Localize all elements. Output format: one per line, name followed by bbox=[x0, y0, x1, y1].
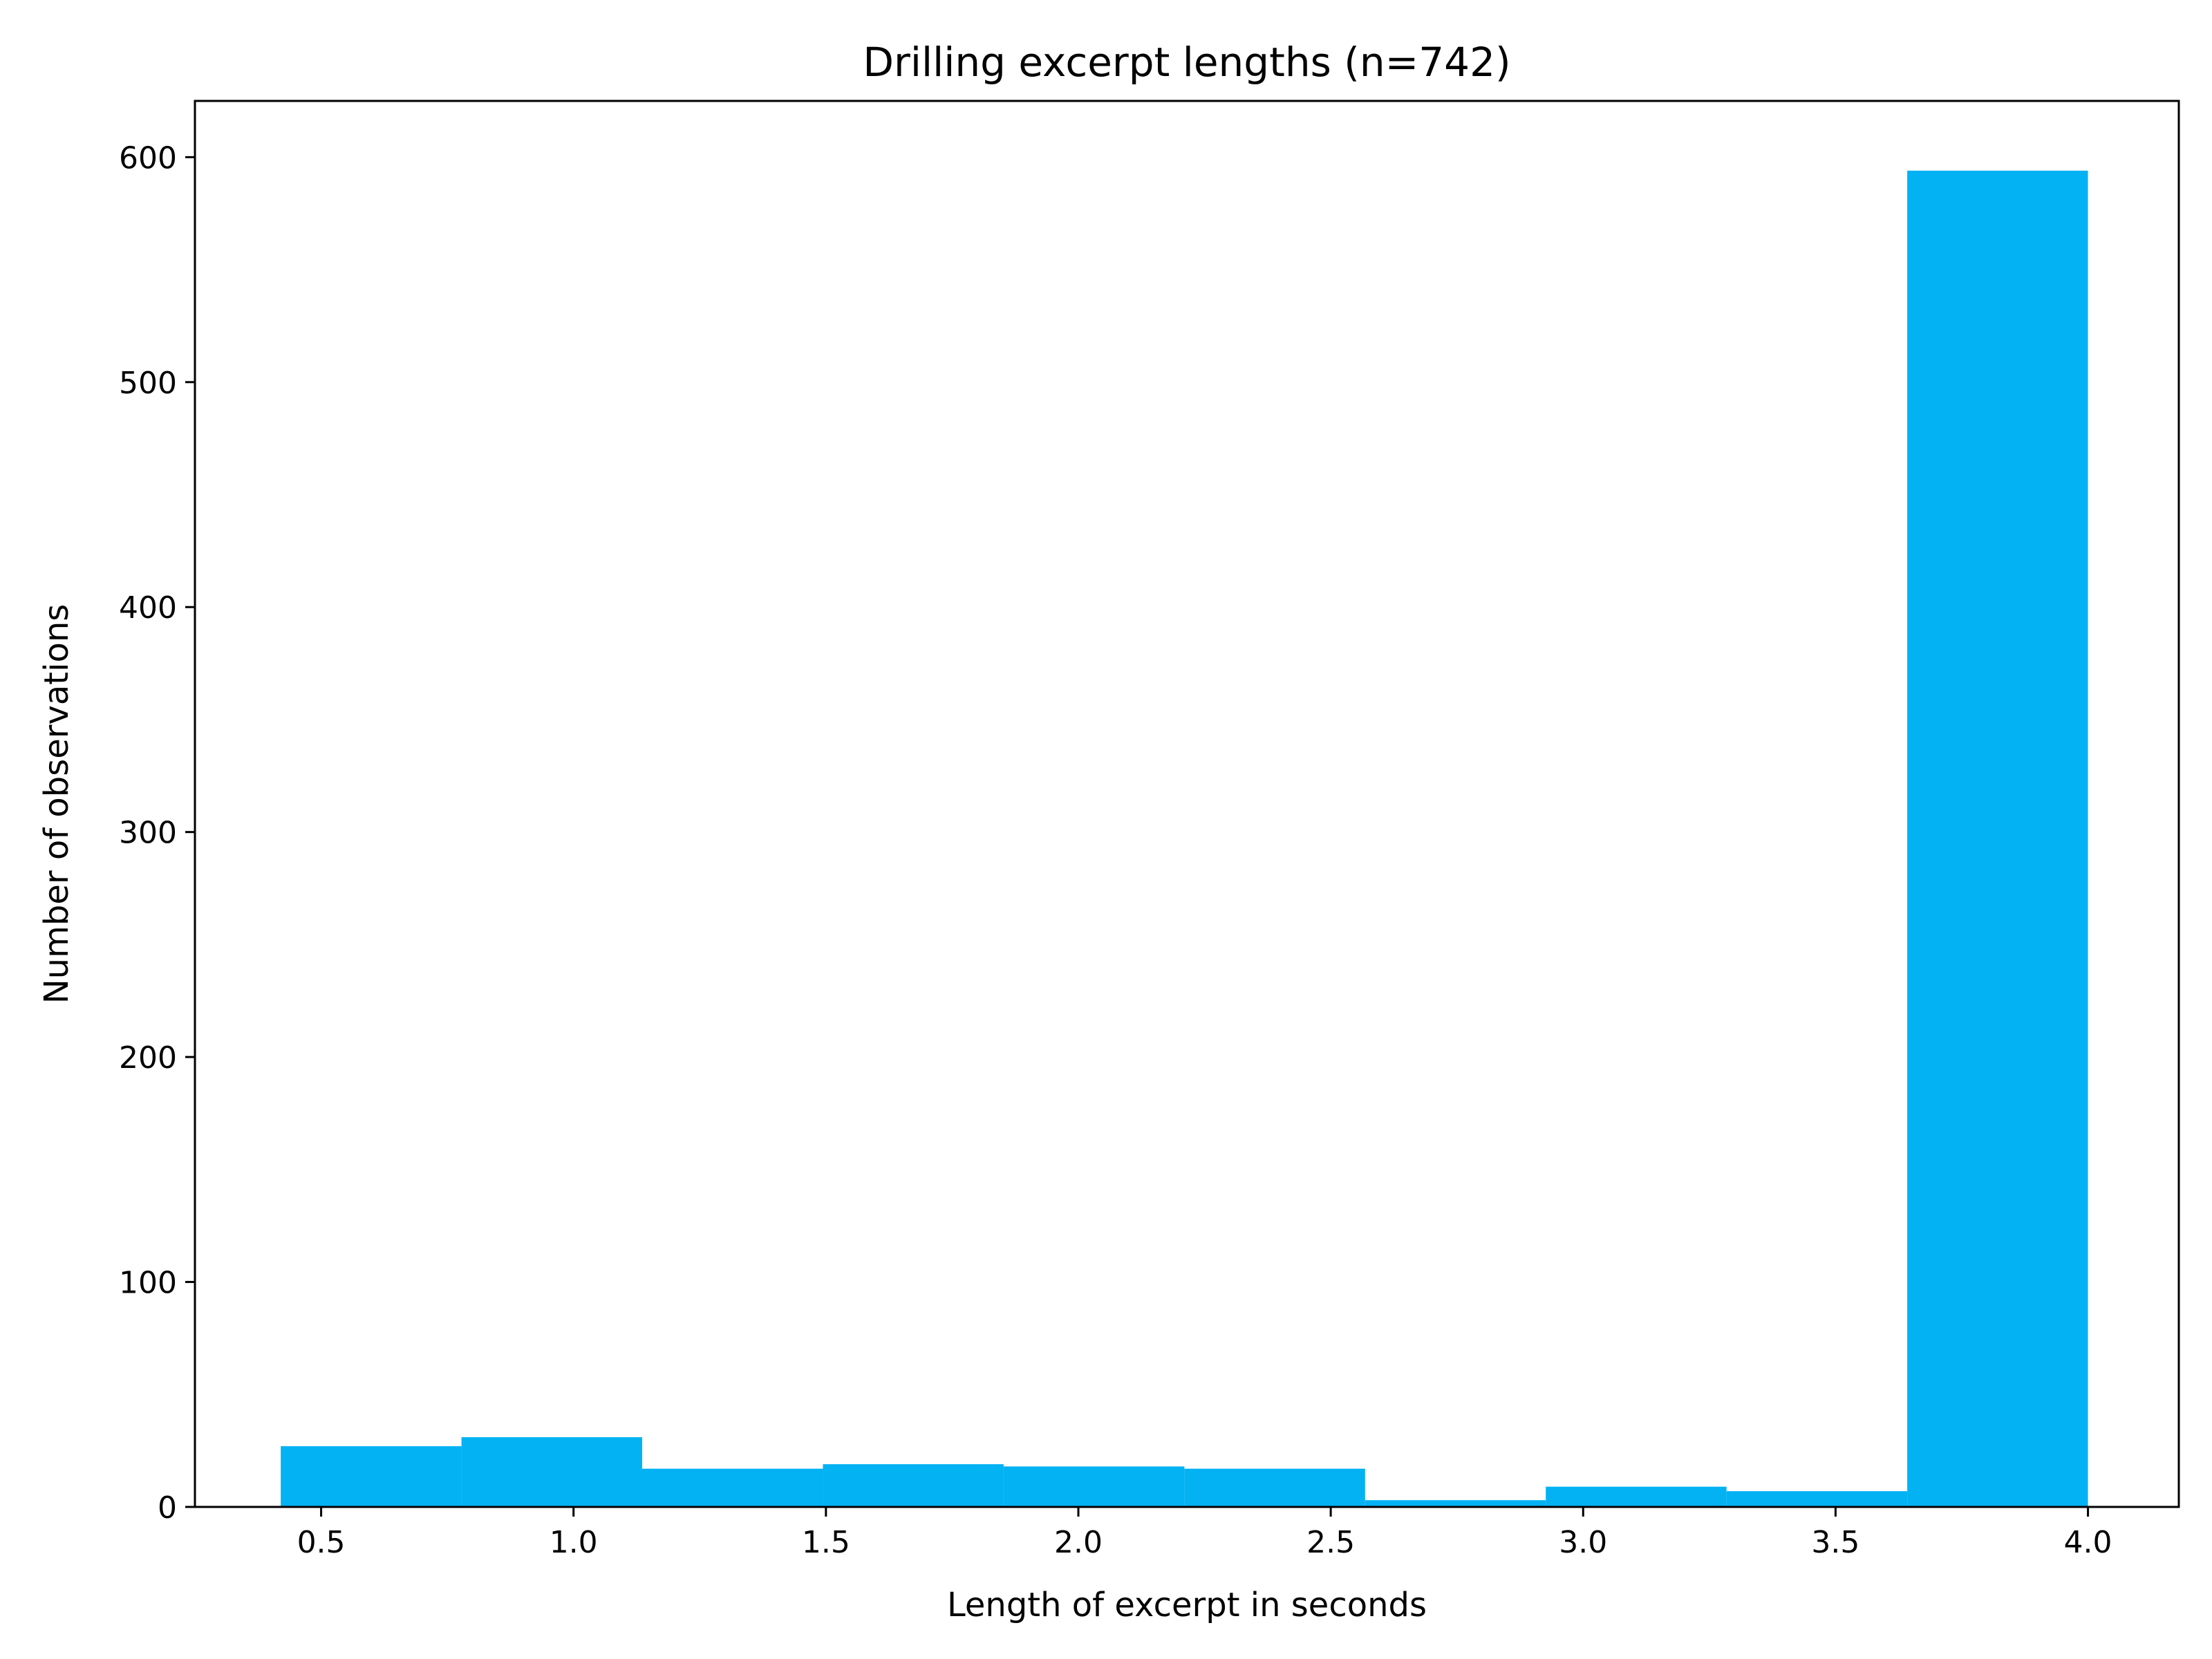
x-tick-label: 1.0 bbox=[550, 1525, 598, 1560]
x-tick-label: 2.0 bbox=[1054, 1525, 1103, 1560]
histogram-bar bbox=[1907, 170, 2088, 1508]
x-tick-label: 1.5 bbox=[802, 1525, 850, 1560]
y-axis-label: Number of observations bbox=[37, 604, 76, 1004]
y-tick-label: 100 bbox=[119, 1266, 177, 1301]
histogram-bar bbox=[1184, 1468, 1365, 1507]
y-tick-label: 300 bbox=[119, 816, 177, 851]
y-tick-label: 600 bbox=[119, 140, 177, 176]
histogram-bar bbox=[1365, 1500, 1546, 1507]
histogram-bar bbox=[1546, 1486, 1727, 1507]
chart-title: Drilling excerpt lengths (n=742) bbox=[863, 39, 1510, 86]
histogram-bar bbox=[823, 1464, 1004, 1507]
y-ticks-group: 0 100 200 300 400 500 600 bbox=[119, 140, 195, 1526]
x-tick-label: 0.5 bbox=[297, 1525, 346, 1560]
histogram-bar bbox=[1726, 1491, 1908, 1507]
x-ticks-group: 0.5 1.0 1.5 2.0 2.5 3.0 3.5 4.0 bbox=[297, 1507, 2112, 1560]
plot-frame bbox=[194, 100, 2180, 1508]
y-tick-label: 500 bbox=[119, 366, 177, 401]
x-tick-label: 2.5 bbox=[1306, 1525, 1355, 1560]
x-axis-label: Length of excerpt in seconds bbox=[947, 1586, 1427, 1624]
y-tick-label: 200 bbox=[119, 1040, 177, 1076]
histogram-bar bbox=[1003, 1466, 1185, 1507]
y-tick-label: 400 bbox=[119, 590, 177, 626]
histogram-bar bbox=[461, 1437, 643, 1507]
x-tick-label: 3.0 bbox=[1559, 1525, 1607, 1560]
x-tick-label: 3.5 bbox=[1811, 1525, 1859, 1560]
bars-group bbox=[281, 170, 2088, 1508]
x-tick-label: 4.0 bbox=[2064, 1525, 2112, 1560]
y-tick-label: 0 bbox=[158, 1490, 177, 1526]
histogram-bar bbox=[642, 1468, 823, 1507]
histogram-bar bbox=[281, 1446, 462, 1507]
